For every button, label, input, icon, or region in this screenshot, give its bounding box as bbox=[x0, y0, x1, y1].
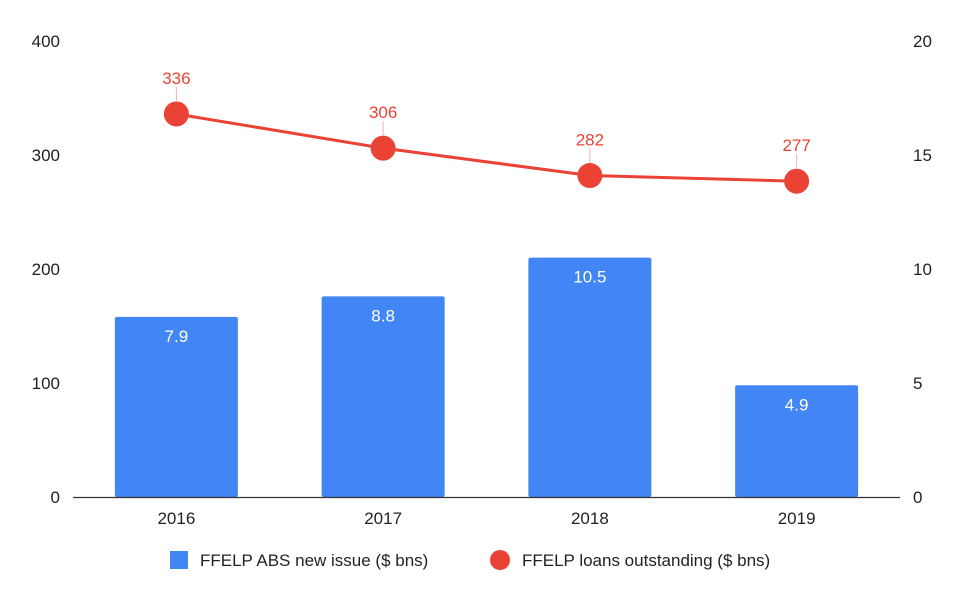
x-tick-label-2019: 2019 bbox=[778, 509, 816, 528]
point-label-2019: 277 bbox=[782, 136, 810, 155]
y-left-tick-label: 400 bbox=[32, 32, 60, 51]
y-right-tick-label: 0 bbox=[913, 488, 922, 507]
x-tick-label-2017: 2017 bbox=[364, 509, 402, 528]
legend: FFELP ABS new issue ($ bns) FFELP loans o… bbox=[170, 550, 770, 570]
legend-swatch-line bbox=[490, 550, 510, 570]
bar-label-2019: 4.9 bbox=[785, 395, 809, 414]
bar-label-2016: 7.9 bbox=[165, 327, 189, 346]
point-2017 bbox=[370, 135, 396, 161]
y-right-tick-label: 5 bbox=[913, 374, 922, 393]
point-2018 bbox=[577, 163, 603, 189]
y-right-tick-label: 10 bbox=[913, 260, 932, 279]
bar-2016 bbox=[114, 316, 238, 497]
bar-2018 bbox=[528, 257, 652, 497]
y-left-tick-label: 300 bbox=[32, 146, 60, 165]
point-label-2016: 336 bbox=[162, 69, 190, 88]
point-label-2017: 306 bbox=[369, 103, 397, 122]
x-tick-label-2018: 2018 bbox=[571, 509, 609, 528]
line-layer bbox=[163, 86, 810, 194]
point-2016 bbox=[163, 101, 189, 127]
bars-layer bbox=[114, 257, 859, 497]
bar-label-2018: 10.5 bbox=[573, 268, 606, 287]
y-left-tick-label: 0 bbox=[51, 488, 60, 507]
line-loans-outstanding bbox=[176, 112, 797, 183]
legend-swatch-bar bbox=[170, 551, 188, 569]
point-2019 bbox=[784, 168, 810, 194]
labels-layer: 7.9 8.8 10.5 4.9 336 306 282 277 bbox=[162, 69, 811, 414]
y-left-tick-label: 100 bbox=[32, 374, 60, 393]
legend-label-line: FFELP loans outstanding ($ bns) bbox=[522, 551, 770, 570]
bar-2017 bbox=[321, 296, 445, 497]
y-right-tick-label: 20 bbox=[913, 32, 932, 51]
bar-2019 bbox=[735, 385, 859, 497]
point-label-2018: 282 bbox=[576, 131, 604, 150]
legend-label-bar: FFELP ABS new issue ($ bns) bbox=[200, 551, 428, 570]
bar-label-2017: 8.8 bbox=[371, 306, 395, 325]
axis-layer: 0 100 200 300 400 0 5 10 15 20 2016 2017 2018 2019 bbox=[32, 32, 932, 528]
y-left-tick-label: 200 bbox=[32, 260, 60, 279]
x-tick-label-2016: 2016 bbox=[157, 509, 195, 528]
y-right-tick-label: 15 bbox=[913, 146, 932, 165]
